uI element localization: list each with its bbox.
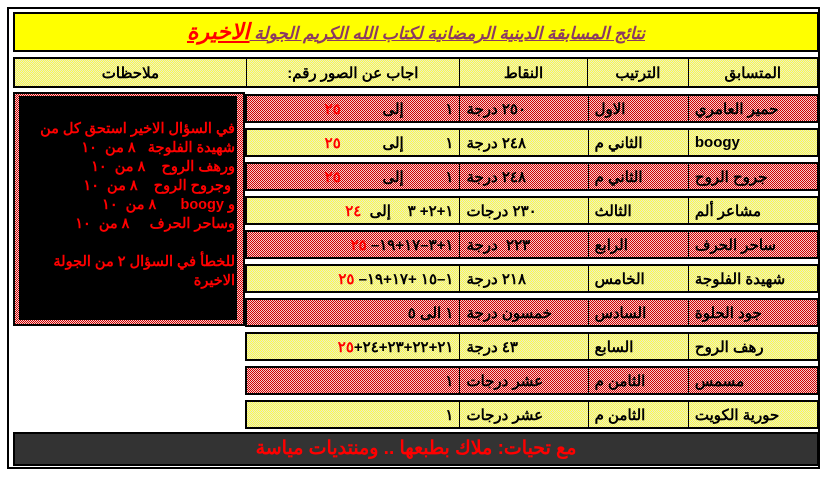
cell-points: ٢٤٨ درجة (459, 130, 587, 155)
footer-credits: مع تحيات: ملاك بطبعها .. ومنتديات مياسة (13, 432, 819, 466)
cell-rank: الاول (587, 96, 688, 121)
cell-points: ٢١٨ درجة (459, 266, 587, 291)
header-answered: اجاب عن الصور رقم: (245, 59, 459, 86)
page-title: نتائج المسابقة الدينية الرمضانية لكتاب ا… (13, 12, 819, 52)
table-row: boogy الثاني م ٢٤٨ درجة ١ إلى ٢٥ (245, 128, 819, 157)
cell-points: عشر درجات (459, 368, 587, 393)
cell-name: حمير العامري (687, 96, 817, 121)
notes-line: في السؤال الاخير استحق كل من (40, 121, 235, 137)
cell-name: جود الحلوة (687, 300, 817, 325)
answer-last: ٢٥ (324, 100, 341, 118)
cell-rank: الثامن م (587, 368, 688, 393)
cell-rank: السادس (587, 300, 688, 325)
notes-line: ورهف الروح ٨ من ١٠ (91, 159, 235, 175)
answer-text: ١ إلى (340, 134, 454, 152)
table-row: مسمس الثامن م عشر درجات ١ (245, 366, 819, 395)
answer-text: ١–١٥ +١٧+١٩– (354, 270, 454, 288)
cell-points: ٢٤٨ درجة (459, 164, 587, 189)
notes-line: وساحر الحرف ٨ من ١٠ (75, 216, 235, 232)
header-notes: ملاحظات (101, 64, 160, 82)
cell-rank: الثالث (587, 198, 688, 223)
cell-name: حورية الكويت (687, 402, 817, 427)
cell-name: مسمس (687, 368, 817, 393)
cell-answered: ١ (247, 402, 459, 427)
cell-rank: السابع (587, 334, 688, 359)
notes-line: شهيدة الفلوجة ٨ من ١٠ (81, 140, 235, 156)
table-row: حورية الكويت الثامن م عشر درجات ١ (245, 400, 819, 429)
cell-answered: ١+٢+ ٣ إلى ٢٤ (247, 198, 459, 223)
answer-last: ٢٥ (337, 338, 354, 356)
cell-answered: ٢١+٢٢+٢٣+٢٤+ ٢٥ (247, 334, 459, 359)
cell-name: رهف الروح (687, 334, 817, 359)
title-highlight: الاخيرة (186, 19, 250, 44)
header-points: النقاط (458, 59, 587, 86)
cell-rank: الثاني م (587, 130, 688, 155)
cell-answered: ١+٣–١٧+١٩– ٢٥ (247, 232, 459, 257)
notes-line: للخطأ في السؤال ٢ من الجولة (53, 254, 235, 270)
cell-points: ٢٣٠ درجات (459, 198, 587, 223)
answer-text: ١+٢+ ٣ إلى (361, 202, 454, 220)
cell-points: ٤٣ درجة (459, 334, 587, 359)
cell-name: شهيدة الفلوجة (687, 266, 817, 291)
table-row: مشاعر ألم الثالث ٢٣٠ درجات ١+٢+ ٣ إلى ٢٤ (245, 196, 819, 225)
header-rank: الترتيب (587, 59, 688, 86)
answer-last: ٢٤ (345, 202, 362, 220)
answer-text: ١ إلى (340, 168, 454, 186)
cell-name: جروح الروح (687, 164, 817, 189)
notes-cell: في السؤال الاخير استحق كل من شهيدة الفلوج… (13, 92, 245, 326)
cell-answered: ١ إلى ٢٥ (247, 130, 459, 155)
notes-line: وجروح الروح ٨ من ١٠ (83, 178, 235, 194)
cell-answered: ١ إلى ٢٥ (247, 164, 459, 189)
table-row: جود الحلوة السادس خمسون درجة ١ الى ٥ (245, 298, 819, 327)
answer-text: ١ (445, 372, 454, 390)
cell-answered: ١ (247, 368, 459, 393)
table-row: جروح الروح الثاني م ٢٤٨ درجة ١ إلى ٢٥ (245, 162, 819, 191)
cell-answered: ١ الى ٥ (247, 300, 459, 325)
table-row: شهيدة الفلوجة الخامس ٢١٨ درجة ١–١٥ +١٧+١٩– … (245, 264, 819, 293)
title-main: نتائج المسابقة الدينية الرمضانية لكتاب ا… (249, 24, 646, 43)
table-row: حمير العامري الاول ٢٥٠ درجة ١ إلى ٢٥ (245, 94, 819, 123)
cell-points: ٢٥٠ درجة (459, 96, 587, 121)
cell-answered: ١–١٥ +١٧+١٩– ٢٥ (247, 266, 459, 291)
page-frame (7, 7, 820, 469)
cell-rank: الثامن م (587, 402, 688, 427)
notes-line: الاخيرة (193, 273, 235, 289)
answer-text: ١ إلى (340, 100, 454, 118)
cell-answered: ١ إلى ٢٥ (247, 96, 459, 121)
notes-line (23, 234, 235, 253)
answer-text: ١ (445, 406, 454, 424)
cell-name: ساحر الحرف (687, 232, 817, 257)
answer-text: ١ الى ٥ (407, 304, 454, 322)
table-header: المتسابق الترتيب النقاط اجاب عن الصور رق… (13, 57, 819, 88)
answer-last: ٢٥ (338, 270, 355, 288)
answer-last: ٢٥ (350, 236, 367, 254)
cell-points: خمسون درجة (459, 300, 587, 325)
answer-text: ١+٣–١٧+١٩– (366, 236, 454, 254)
table-row: رهف الروح السابع ٤٣ درجة ٢١+٢٢+٢٣+٢٤+ ٢٥ (245, 332, 819, 361)
answer-last: ٢٥ (324, 134, 341, 152)
answer-last: ٢٥ (324, 168, 341, 186)
cell-name: boogy (687, 130, 817, 155)
notes-panel: في السؤال الاخير استحق كل من شهيدة الفلوج… (19, 96, 237, 320)
cell-name: مشاعر ألم (687, 198, 817, 223)
cell-points: ٢٢٣ درجة (459, 232, 587, 257)
cell-rank: الرابع (587, 232, 688, 257)
table-row: ساحر الحرف الرابع ٢٢٣ درجة ١+٣–١٧+١٩– ٢٥ (245, 230, 819, 259)
header-name: المتسابق (687, 59, 817, 86)
notes-line: و boogy ٨ من ١٠ (102, 197, 235, 213)
cell-rank: الخامس (587, 266, 688, 291)
cell-rank: الثاني م (587, 164, 688, 189)
cell-points: عشر درجات (459, 402, 587, 427)
answer-text: ٢١+٢٢+٢٣+٢٤+ (353, 338, 454, 356)
